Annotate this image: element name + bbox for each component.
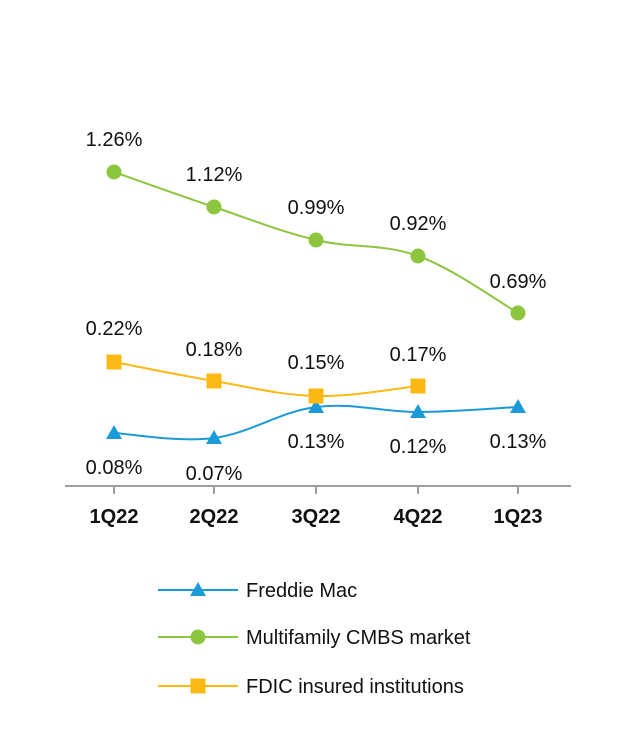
multifamily-cmbs-market-data-label: 0.69% [490,271,547,293]
x-tick-label: 1Q23 [494,506,543,528]
fdic-insured-institutions-data-label: 0.17% [390,344,447,366]
multifamily-cmbs-market-data-label: 1.12% [186,164,243,186]
freddie-mac-data-label: 0.07% [186,463,243,485]
fdic-insured-institutions-data-label: 0.22% [86,318,143,340]
freddie-mac-data-label: 0.12% [390,436,447,458]
x-axis-ticks: 1Q22 2Q22 3Q22 4Q22 1Q23 [90,486,543,528]
multifamily-cmbs-market-point [308,232,324,248]
multifamily-cmbs-market-data-label: 0.92% [390,213,447,235]
fdic-insured-institutions-point [206,373,222,389]
freddie-mac-point [308,399,324,413]
fdic-insured-institutions-line [113,361,419,398]
x-tick-label: 1Q22 [90,506,139,528]
legend-freddie-mac-label: Freddie Mac [246,580,357,602]
legend: Freddie Mac Multifamily CMBS market FDIC i… [158,580,471,698]
fdic-insured-institutions-point [308,388,324,404]
legend-freddie-mac-marker [190,582,206,596]
x-tick-label: 3Q22 [292,506,341,528]
freddie-mac-point [106,425,122,439]
legend-fdic-insured-institutions-label: FDIC insured institutions [246,676,464,698]
multifamily-cmbs-market-data-label: 0.99% [288,197,345,219]
x-tick-label: 4Q22 [394,506,443,528]
fdic-insured-institutions-point [410,378,426,394]
legend-multifamily-cmbs-market-marker [190,629,206,645]
series-markers [106,164,526,444]
legend-fdic-insured-institutions-marker [190,678,206,694]
fdic-insured-institutions-data-label: 0.15% [288,352,345,374]
multifamily-cmbs-market-point [206,199,222,215]
freddie-mac-point [410,404,426,418]
multifamily-cmbs-market-point [410,248,426,264]
legend-multifamily-cmbs-market-label: Multifamily CMBS market [246,627,471,649]
freddie-mac-point [510,399,526,413]
data-labels: 0.08% 0.07% 0.13% 0.12% 0.13% 1.26% 1.12% 0.99%… [86,129,547,485]
multifamily-cmbs-market-data-label: 1.26% [86,129,143,151]
multifamily-cmbs-market-point [510,305,526,321]
freddie-mac-data-label: 0.13% [288,431,345,453]
fdic-insured-institutions-data-label: 0.18% [186,339,243,361]
freddie-mac-data-label: 0.13% [490,431,547,453]
freddie-mac-data-label: 0.08% [86,457,143,479]
fdic-insured-institutions-point [106,354,122,370]
multifamily-cmbs-market-point [106,164,122,180]
x-tick-label: 2Q22 [190,506,239,528]
freddie-mac-point [206,430,222,444]
